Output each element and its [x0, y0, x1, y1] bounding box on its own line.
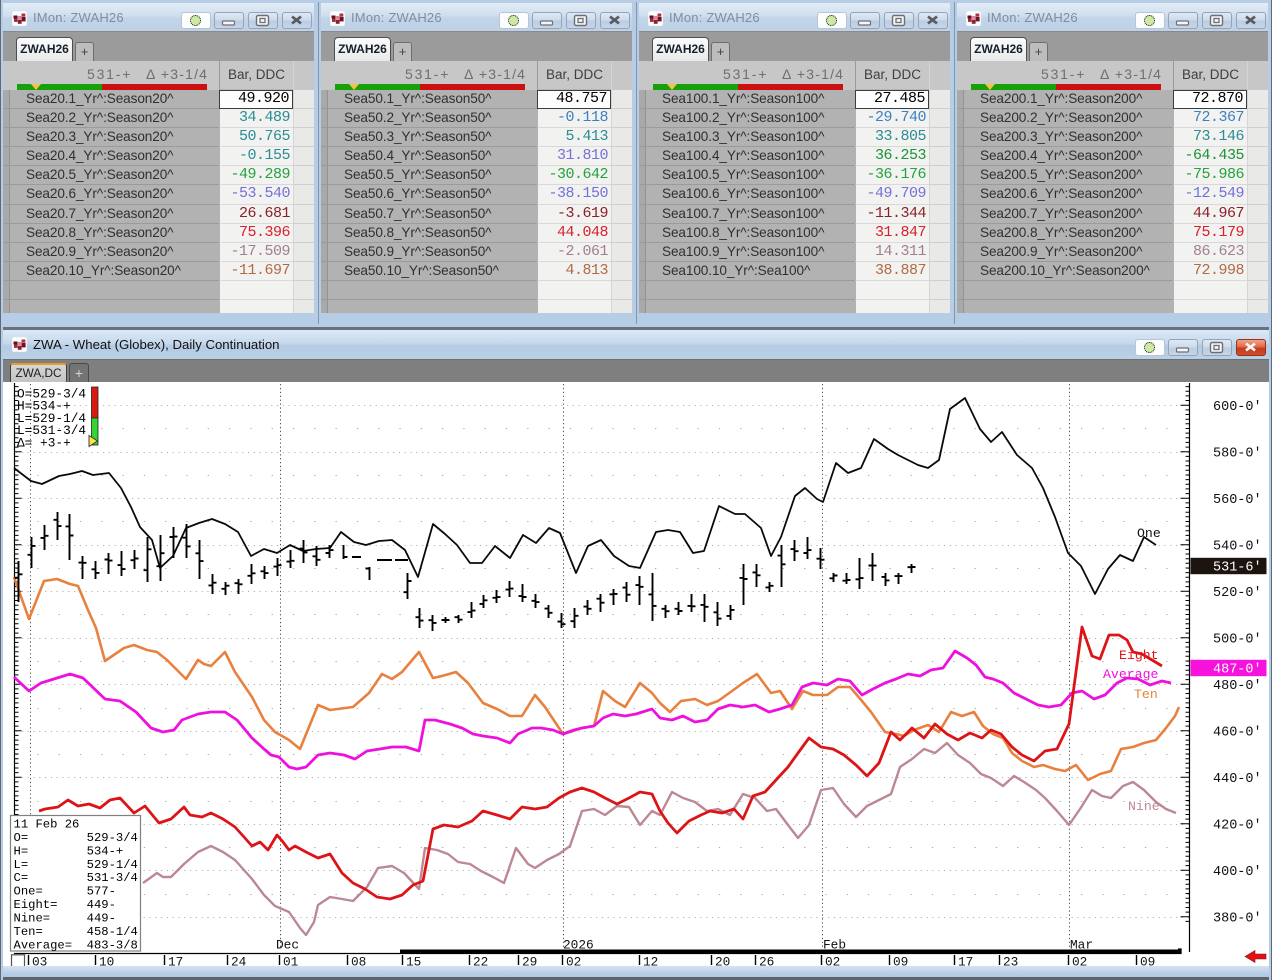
- svg-text:L=529-1/4: L=529-1/4: [17, 411, 86, 426]
- svg-text:11 Feb 26: 11 Feb 26: [14, 818, 80, 832]
- svg-text:2026: 2026: [563, 938, 594, 953]
- svg-text:540-0': 540-0': [1213, 539, 1262, 554]
- svg-text:26: 26: [759, 955, 774, 970]
- svg-text:17: 17: [958, 955, 973, 970]
- svg-text:09: 09: [1140, 955, 1155, 970]
- svg-text:Eight= 449-: Eight= 449-: [14, 898, 116, 912]
- svg-text:Feb: Feb: [823, 938, 846, 953]
- svg-text:09: 09: [893, 955, 908, 970]
- svg-text:29: 29: [522, 955, 537, 970]
- svg-text:08: 08: [351, 955, 366, 970]
- svg-text:03: 03: [32, 955, 47, 970]
- svg-text:500-0': 500-0': [1213, 632, 1262, 647]
- svg-text:560-0': 560-0': [1213, 493, 1262, 508]
- svg-text:Nine: Nine: [1128, 799, 1160, 814]
- svg-text:O=529-3/4: O=529-3/4: [17, 387, 86, 402]
- svg-text:02: 02: [1072, 955, 1087, 970]
- svg-text:580-0': 580-0': [1213, 446, 1262, 461]
- svg-text:Δ= +3-+: Δ= +3-+: [17, 435, 71, 450]
- svg-text:H= 534-+: H= 534-+: [14, 844, 124, 858]
- svg-text:One= 577-: One= 577-: [14, 885, 116, 899]
- svg-text:440-0': 440-0': [1213, 772, 1262, 787]
- svg-text:Mar: Mar: [1070, 938, 1093, 953]
- svg-text:531-6': 531-6': [1213, 561, 1262, 576]
- svg-text:12: 12: [643, 955, 658, 970]
- svg-text:Dec: Dec: [276, 938, 299, 953]
- svg-text:Nine= 449-: Nine= 449-: [14, 912, 116, 926]
- svg-text:17: 17: [168, 955, 183, 970]
- svg-text:400-0': 400-0': [1213, 865, 1262, 880]
- svg-text:O= 529-3/4: O= 529-3/4: [14, 831, 138, 845]
- svg-text:480-0': 480-0': [1213, 679, 1262, 694]
- svg-text:02: 02: [825, 955, 840, 970]
- svg-text:Average: Average: [1103, 667, 1158, 682]
- svg-text:22: 22: [473, 955, 488, 970]
- svg-text:20: 20: [715, 955, 730, 970]
- svg-text:02: 02: [566, 955, 581, 970]
- svg-text:One: One: [1137, 526, 1161, 541]
- svg-text:600-0': 600-0': [1213, 400, 1262, 415]
- svg-text:L= 529-1/4: L= 529-1/4: [14, 858, 138, 872]
- svg-text:01: 01: [283, 955, 299, 970]
- svg-text:24: 24: [231, 955, 247, 970]
- svg-text:10: 10: [99, 955, 114, 970]
- svg-text:Ten: Ten: [1134, 687, 1158, 702]
- svg-text:487-0': 487-0': [1213, 663, 1262, 678]
- svg-text:L=531-3/4: L=531-3/4: [17, 423, 86, 438]
- svg-text:460-0': 460-0': [1213, 726, 1262, 741]
- svg-text:C= 531-3/4: C= 531-3/4: [14, 871, 138, 885]
- svg-text:15: 15: [406, 955, 421, 970]
- svg-text:420-0': 420-0': [1213, 819, 1262, 834]
- svg-text:23: 23: [1003, 955, 1018, 970]
- svg-text:380-0': 380-0': [1213, 912, 1262, 927]
- svg-text:Average= 483-3/8: Average= 483-3/8: [14, 938, 138, 952]
- svg-text:H=534-+: H=534-+: [17, 399, 71, 414]
- svg-text:Ten= 458-1/4: Ten= 458-1/4: [14, 925, 138, 939]
- svg-text:520-0': 520-0': [1213, 586, 1262, 601]
- svg-text:Eight: Eight: [1119, 648, 1159, 663]
